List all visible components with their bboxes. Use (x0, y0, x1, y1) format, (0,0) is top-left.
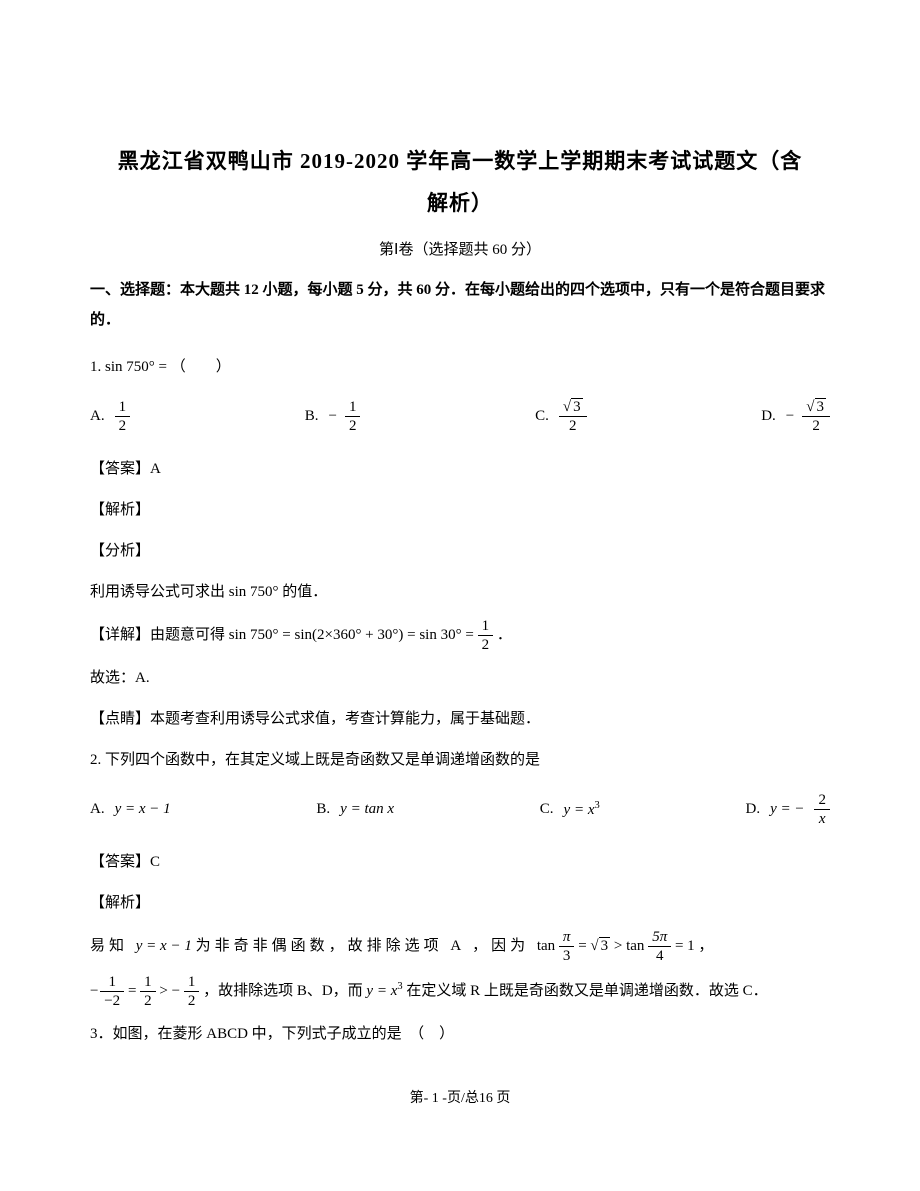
q2-optD-num: 2 (814, 791, 830, 810)
q1-detail-math: sin 750° = sin(2×360° + 30°) = sin 30° = (229, 627, 478, 643)
q2-option-b: B. y = tan x (316, 801, 394, 818)
q2-p1-eq2: = 1 (675, 938, 695, 954)
q1-detail-den: 2 (478, 636, 494, 654)
q1-paren: （ ） (171, 359, 231, 375)
q1-options: A. 1 2 B. − 1 2 C. 3 2 D. − 3 2 (90, 398, 830, 435)
q2-p2-tail-a: ，故排除选项 B、D，而 (203, 983, 366, 999)
title-line-1: 黑龙江省双鸭山市 2019-2020 学年高一数学上学期期末考试试题文（含 (118, 149, 803, 173)
q2-optC-label: C. (540, 801, 554, 818)
q2-p2-fc: 1 2 (184, 973, 200, 1010)
q2-optA-math: y = x − 1 (115, 801, 171, 818)
q2-body2: − 1 −2 = 1 2 > − 1 2 ，故排除选项 B、D，而 y = x3… (90, 973, 830, 1010)
q2-p1-comma: ， (698, 938, 713, 954)
q2-p2-fb: 1 2 (140, 973, 156, 1010)
q1-optB-label: B. (305, 408, 319, 425)
q2-p1-eq1: = (578, 938, 590, 954)
q1-detail: 【详解】由题意可得 sin 750° = sin(2×360° + 30°) =… (90, 617, 830, 654)
q2-p2-math: y = x3 (366, 983, 406, 999)
q2-p2-tail-b: 在定义域 R 上既是奇函数又是单调递增函数．故选 C． (406, 983, 767, 999)
q1-option-d: D. − 3 2 (761, 398, 830, 435)
q1-guxuan: 故选：A. (90, 662, 830, 695)
q1-optC-num: 3 (559, 398, 587, 417)
q1-optB-num: 1 (345, 398, 361, 417)
q1-optC-frac: 3 2 (559, 398, 587, 435)
minus-sign: − (328, 408, 336, 425)
q1-optA-num: 1 (115, 398, 131, 417)
q1-optA-label: A. (90, 408, 105, 425)
q2-optA-label: A. (90, 801, 105, 818)
page-footer: 第- 1 -页/总16 页 (90, 1087, 830, 1107)
q2-p1-a: 易知 (90, 938, 136, 954)
q2-p1-tan2: tan (626, 938, 644, 954)
q2-jiexi: 【解析】 (90, 887, 830, 920)
q1-fenxi-text: 利用诱导公式可求出 sin 750° 的值． (90, 576, 830, 609)
q2-option-d: D. y = − 2 x (745, 791, 830, 828)
q2-p1-sqrt: 3 (590, 930, 610, 963)
title-line-2: 解析） (427, 191, 493, 215)
q2-p1-b: 为非奇非偶函数，故排除选项 A ，因为 (196, 938, 537, 954)
q1-dianjing: 【点睛】本题考查利用诱导公式求值，考查计算能力，属于基础题． (90, 703, 830, 736)
q2-optB-label: B. (316, 801, 330, 818)
section-intro: 一、选择题：本大题共 12 小题，每小题 5 分，共 60 分．在每小题给出的四… (90, 275, 830, 335)
q1-detail-num: 1 (478, 617, 494, 636)
q1-detail-frac: 1 2 (478, 617, 494, 654)
q1-stem: 1. sin 750° = （ ） (90, 351, 830, 384)
minus-sign: − (786, 408, 794, 425)
q1-optA-den: 2 (115, 417, 131, 435)
q2-stem: 2. 下列四个函数中，在其定义域上既是奇函数又是单调递增函数的是 (90, 744, 830, 777)
q1-optC-label: C. (535, 408, 549, 425)
q2-body: 易知 y = x − 1 为非奇非偶函数，故排除选项 A ，因为 tan π 3… (90, 928, 830, 965)
doc-subtitle: 第Ⅰ卷（选择题共 60 分） (90, 238, 830, 259)
q1-optA-frac: 1 2 (115, 398, 131, 435)
q1-answer: 【答案】A (90, 453, 830, 486)
q1-optC-den: 2 (559, 417, 587, 435)
q1-fenxi-a: 利用诱导公式可求出 (90, 584, 229, 600)
q2-p1-f1: π 3 (559, 928, 575, 965)
q2-optB-math: y = tan x (340, 801, 394, 818)
q2-answer: 【答案】C (90, 846, 830, 879)
q2-optD-lead: y = − (770, 801, 804, 818)
q2-p2-gt: > − (159, 983, 180, 999)
q1-optB-den: 2 (345, 417, 361, 435)
q1-optD-den: 2 (802, 417, 830, 435)
q3-stem: 3．如图，在菱形 ABCD 中，下列式子成立的是 （ ） (90, 1018, 830, 1051)
q2-p2-eq: = (128, 983, 140, 999)
q1-jiexi: 【解析】 (90, 494, 830, 527)
q2-option-c: C. y = x3 (540, 800, 600, 819)
q1-optD-num: 3 (802, 398, 830, 417)
q2-p1-m1: y = x − 1 (136, 938, 192, 954)
q2-optD-frac: 2 x (814, 791, 830, 828)
q1-math: sin 750° = (105, 359, 171, 375)
q2-p2-fa: 1 −2 (100, 973, 124, 1010)
q2-optC-math: y = x3 (564, 800, 600, 819)
q1-fenxi-b: 的值． (282, 584, 327, 600)
q1-detail-prefix: 【详解】由题意可得 (90, 627, 229, 643)
minus-sign: − (90, 983, 98, 999)
q1-fenxi: 【分析】 (90, 535, 830, 568)
q1-optD-frac: 3 2 (802, 398, 830, 435)
doc-title: 黑龙江省双鸭山市 2019-2020 学年高一数学上学期期末考试试题文（含 解析… (90, 140, 830, 224)
q2-p1-f2: 5π 4 (648, 928, 671, 965)
q2-options: A. y = x − 1 B. y = tan x C. y = x3 D. y… (90, 791, 830, 828)
q1-prefix: 1. (90, 359, 105, 375)
q1-optD-label: D. (761, 408, 776, 425)
q2-p1-gt: > (614, 938, 626, 954)
q1-detail-suffix: ． (497, 627, 512, 643)
q1-option-b: B. − 1 2 (305, 398, 361, 435)
q1-fenxi-math: sin 750° (229, 584, 279, 600)
q2-option-a: A. y = x − 1 (90, 801, 171, 818)
q1-option-a: A. 1 2 (90, 398, 130, 435)
q2-optD-den: x (814, 810, 830, 828)
q2-optD-label: D. (745, 801, 760, 818)
q1-option-c: C. 3 2 (535, 398, 587, 435)
q1-optB-frac: 1 2 (345, 398, 361, 435)
q2-p1-tan1: tan (537, 938, 555, 954)
